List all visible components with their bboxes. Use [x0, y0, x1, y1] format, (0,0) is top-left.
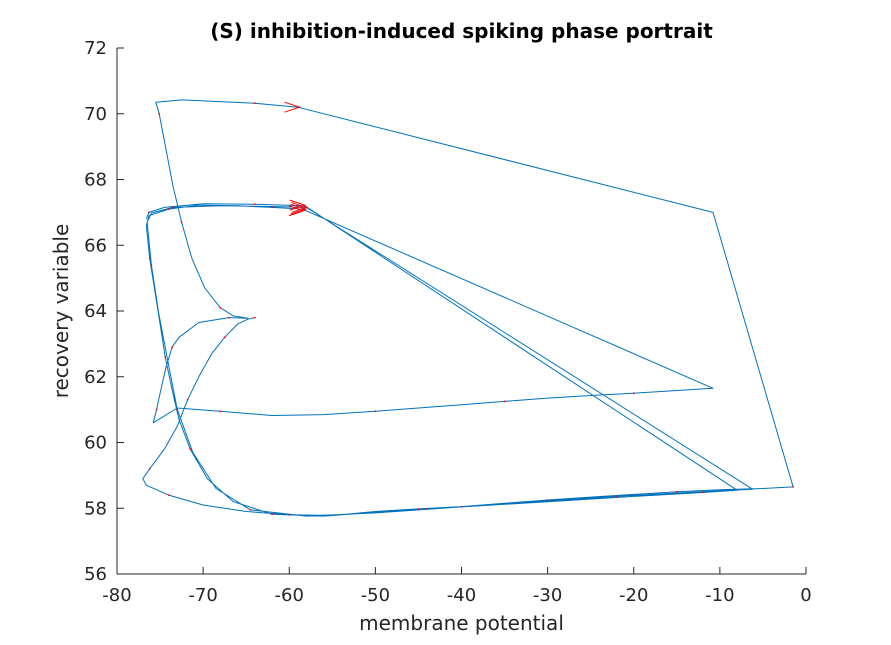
- trajectory-point: [189, 448, 192, 450]
- y-tick-label: 58: [84, 498, 107, 519]
- trajectory-point: [158, 112, 161, 115]
- trajectory-point: [164, 356, 167, 358]
- y-tick-label: 62: [84, 367, 107, 388]
- trajectory-point: [503, 400, 506, 403]
- y-tick-label: 68: [84, 170, 107, 191]
- trajectory-point: [171, 346, 174, 349]
- y-tick-label: 56: [84, 564, 107, 585]
- y-tick-label: 66: [84, 235, 107, 256]
- trajectory-point: [460, 506, 463, 508]
- x-tick-label: 0: [800, 585, 811, 606]
- trajectory-point: [219, 306, 222, 309]
- x-tick-label: -60: [275, 585, 304, 606]
- direction-arrow: [290, 203, 308, 215]
- trajectory-point: [148, 211, 150, 214]
- y-tick-label: 64: [84, 301, 107, 322]
- direction-arrow: [289, 199, 307, 211]
- trajectory-point: [675, 490, 678, 493]
- y-axis-ticks: 56 58 60 62 64 66 68 70 72: [84, 38, 124, 585]
- direction-arrow: [288, 205, 306, 217]
- y-axis-label: recovery variable: [49, 224, 73, 399]
- y-tick-label: 70: [84, 104, 107, 125]
- trajectory-point: [186, 398, 189, 401]
- x-tick-label: -40: [447, 585, 476, 606]
- trajectory-point: [253, 316, 256, 319]
- trajectory-point: [167, 208, 170, 211]
- direction-arrow: [291, 201, 309, 213]
- trajectory-point: [172, 206, 174, 209]
- trajectory-point: [701, 491, 704, 494]
- trajectory-point: [228, 316, 230, 319]
- markers-layer: [148, 101, 794, 516]
- axes: -80 -70 -60 -50 -40 -30 -20 -10 0 56 58 60 62 64 66 68…: [84, 38, 812, 606]
- trajectory-point: [271, 206, 273, 209]
- y-tick-label: 72: [84, 38, 107, 59]
- trajectory-point: [167, 494, 170, 496]
- trajectory-line: [142, 99, 794, 517]
- trajectory-point: [180, 221, 183, 224]
- trajectory-point: [155, 408, 158, 411]
- x-tick-label: -80: [102, 585, 131, 606]
- trajectory-point: [148, 257, 151, 260]
- chart-title: (S) inhibition-induced spiking phase por…: [210, 19, 713, 43]
- x-axis-label: membrane potential: [359, 611, 564, 635]
- x-tick-label: -30: [533, 585, 562, 606]
- plot-area: -80 -70 -60 -50 -40 -30 -20 -10 0 56 58 60 62 64 66 68…: [84, 38, 812, 606]
- direction-arrow: [284, 101, 302, 113]
- trajectory-point: [426, 508, 428, 510]
- trajectory-point: [148, 467, 151, 470]
- x-tick-label: -70: [188, 585, 217, 606]
- trajectory-point: [253, 203, 256, 206]
- trajectory-point: [176, 408, 179, 411]
- x-tick-label: -10: [705, 585, 734, 606]
- trajectory-point: [249, 509, 252, 511]
- x-tick-label: -50: [361, 585, 390, 606]
- trajectory-point: [253, 102, 256, 105]
- trajectory-point: [288, 513, 291, 516]
- trajectory-point: [219, 410, 222, 413]
- y-tick-label: 60: [84, 433, 107, 454]
- trajectory-point: [417, 508, 420, 510]
- trajectory-point: [271, 513, 273, 516]
- trajectory-point: [546, 499, 549, 501]
- trajectory-point: [615, 495, 618, 498]
- trajectory-point: [632, 392, 635, 395]
- x-axis-ticks: -80 -70 -60 -50 -40 -30 -20 -10 0: [102, 567, 812, 606]
- trajectory-point: [374, 410, 377, 413]
- x-tick-label: -20: [619, 585, 648, 606]
- trajectory-layer: [142, 99, 794, 517]
- trajectory-point: [150, 264, 153, 266]
- trajectory-point: [792, 486, 794, 488]
- trajectory-point: [223, 336, 226, 339]
